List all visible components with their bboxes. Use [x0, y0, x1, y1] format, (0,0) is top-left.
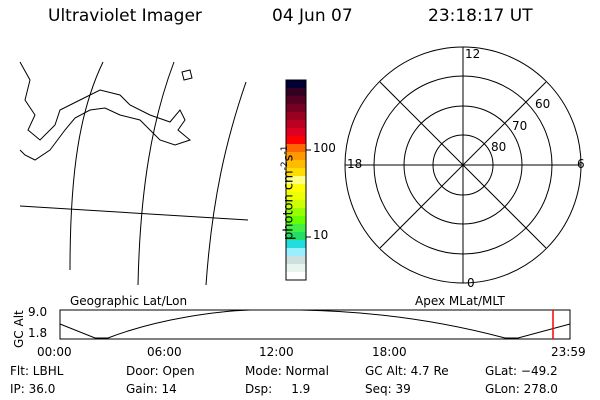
seq-info: Seq: 39: [365, 382, 411, 396]
map-grid-line: [205, 81, 247, 286]
door-info: Door: Open: [126, 364, 195, 378]
mode-info: Mode: Normal: [245, 364, 329, 378]
date-label: 04 Jun 07: [272, 6, 353, 26]
colorbar-tick-10: 10: [313, 228, 329, 242]
y-tick-1.8: 1.8: [28, 326, 48, 340]
colorbar-swatch: [286, 248, 306, 257]
colorbar-swatch: [286, 160, 306, 169]
colorbar-swatch: [286, 232, 306, 241]
colorbar-swatch: [286, 80, 306, 89]
colorbar-swatch: [286, 168, 306, 177]
lat-label-70: 70: [512, 119, 528, 133]
y-tick-9: 9.0: [28, 305, 48, 319]
map-grid-line: [69, 61, 104, 271]
colorbar-swatch: [286, 200, 306, 209]
ip-info: IP: 36.0: [10, 382, 56, 396]
colorbar-swatch: [286, 112, 306, 121]
colorbar-swatch: [286, 240, 306, 249]
coastline: [19, 61, 192, 161]
lat-label-60: 60: [535, 97, 551, 111]
colorbar-swatch: [286, 264, 306, 273]
colorbar-swatch: [286, 144, 306, 153]
island: [181, 69, 193, 81]
colorbar-swatch: [286, 176, 306, 185]
colorbar-swatch: [286, 128, 306, 137]
instrument-title: Ultraviolet Imager: [48, 6, 202, 26]
filter-info: Flt: LBHL: [10, 364, 64, 378]
lat-label-80: 80: [491, 140, 507, 154]
apex-label: Apex MLat/MLT: [415, 294, 505, 308]
colorbar-swatch: [286, 152, 306, 161]
mlt-label-18: 18: [347, 157, 363, 171]
colorbar-swatch: [286, 216, 306, 225]
gc-alt-info: GC Alt: 4.7 Re: [365, 364, 449, 378]
x-tick-1200: 12:00: [259, 345, 294, 359]
colorbar-swatch: [286, 208, 306, 217]
colorbar-swatch: [286, 184, 306, 193]
map-grid-line: [19, 205, 249, 221]
colorbar-swatch: [286, 96, 306, 105]
glon-info: GLon: 278.0: [485, 382, 558, 396]
dsp-info: Dsp: 1.9: [245, 382, 311, 396]
colorbar-swatch: [286, 136, 306, 145]
altitude-curve: [59, 309, 571, 339]
colorbar-swatch: [286, 224, 306, 233]
colorbar-swatch: [286, 104, 306, 113]
mlt-label-0: 0: [467, 276, 475, 290]
time-label: 23:18:17 UT: [428, 6, 533, 26]
colorbar-swatch: [286, 256, 306, 265]
x-tick-2359: 23:59: [551, 345, 586, 359]
x-tick-1800: 18:00: [372, 345, 407, 359]
gain-info: Gain: 14: [126, 382, 177, 396]
glat-info: GLat: −49.2: [485, 364, 558, 378]
colorbar-border: [285, 79, 307, 281]
colorbar-tick-100: 100: [313, 141, 336, 155]
geographic-label: Geographic Lat/Lon: [70, 294, 188, 308]
x-tick-0600: 06:00: [147, 345, 182, 359]
colorbar-swatch: [286, 192, 306, 201]
mlt-label-6: 6: [577, 157, 585, 171]
mlt-label-12: 12: [465, 47, 481, 61]
colorbar-swatch: [286, 88, 306, 97]
x-tick-0000: 00:00: [37, 345, 72, 359]
map-grid-line: [137, 61, 175, 286]
colorbar-swatch: [286, 272, 306, 281]
colorbar-swatch: [286, 120, 306, 129]
